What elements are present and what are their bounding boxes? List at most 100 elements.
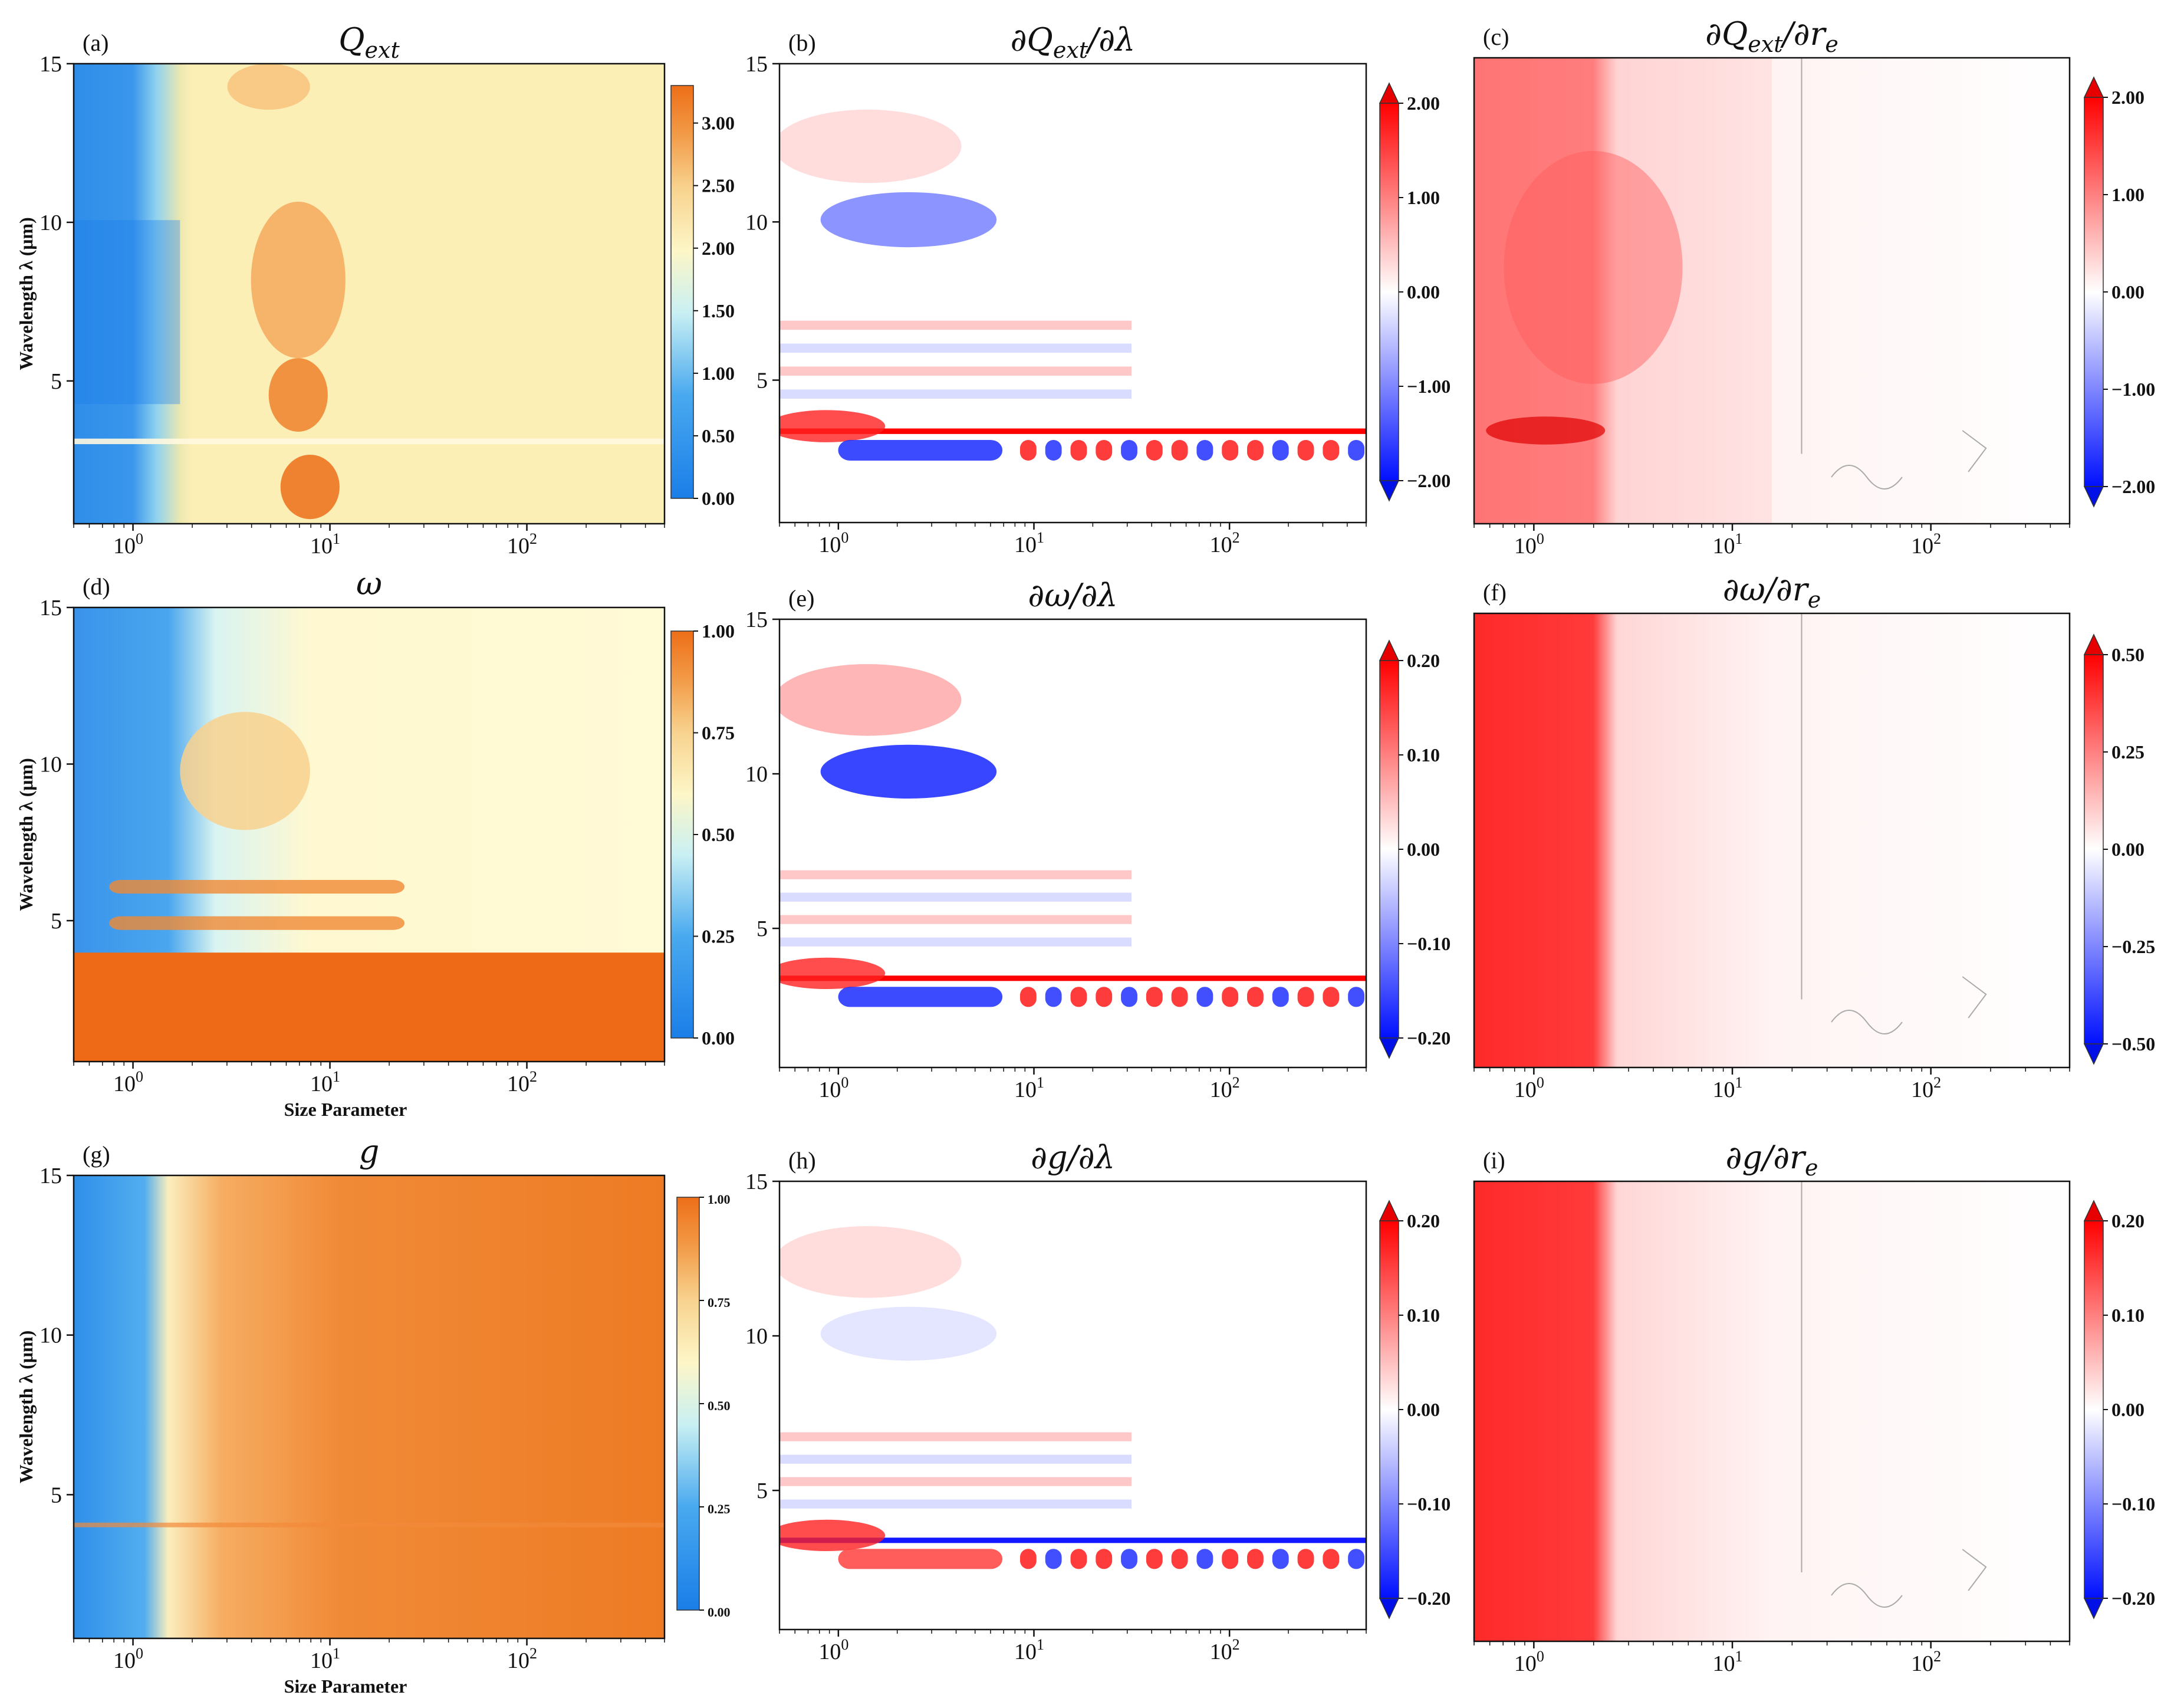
heatmap-base	[74, 64, 665, 524]
y-tick-label: 15	[40, 52, 62, 77]
y-tick-label: 10	[745, 210, 768, 235]
y-tick-label: 15	[745, 52, 768, 77]
colorbar-tick-label: 0.25	[702, 926, 735, 947]
x-tick-label: 101	[310, 530, 340, 559]
y-tick-label: 5	[51, 909, 62, 934]
colorbar-extend-max	[1379, 82, 1400, 104]
colorbar-tick-label: 1.00	[702, 363, 735, 384]
colorbar: −0.20 −0.10 0.00 0.10 0.20	[1379, 639, 1450, 1059]
colorbar-tick-label: 3.00	[702, 113, 735, 134]
panel-title: ∂ω/∂λ	[1028, 577, 1117, 614]
y-tick-label: 10	[745, 762, 768, 787]
x-tick-label: 102	[1210, 529, 1240, 557]
panel-tag: (a)	[83, 29, 108, 56]
heatmap-base	[1474, 58, 2070, 524]
colorbar-extend-min	[1379, 1598, 1400, 1620]
panel-title: ∂g/∂λ	[1031, 1139, 1115, 1176]
colorbar: −2.00 −1.00 0.00 1.00 2.00	[1379, 82, 1450, 502]
y-tick-label: 5	[756, 369, 768, 393]
heatmap-c	[1474, 58, 2070, 524]
x-tick-label: 101	[1713, 530, 1743, 559]
colorbar-tick-label: 1.50	[702, 300, 735, 321]
colorbar-tick-label: 0.75	[708, 1295, 731, 1310]
x-tick-label: 102	[507, 1645, 537, 1673]
x-tick-label: 100	[818, 1074, 848, 1102]
y-tick-label: 15	[40, 596, 62, 620]
colorbar-tick-label: 0.20	[2111, 1210, 2144, 1231]
plot-frame	[778, 63, 1367, 524]
y-tick-label: 5	[756, 1479, 768, 1503]
panel-title: ∂Qext/∂λ	[1011, 21, 1136, 63]
colorbar-tick-label: 0.00	[1407, 839, 1440, 860]
heatmap-base	[1474, 1181, 2070, 1641]
x-tick-label: 100	[113, 1645, 143, 1673]
panel-a: (a) Qext 100 101 102 5 10 15 Wavelength λ (μm) 0.…	[15, 21, 735, 559]
y-axis-label: Wavelength λ (μm)	[15, 217, 37, 370]
colorbar: −0.20 −0.10 0.00 0.10 0.20	[1379, 1200, 1450, 1620]
panel-d: (d) ω 100 101 102 5 10 15 Wavelength λ (μm) Size …	[15, 565, 735, 1120]
x-tick-label: 102	[1911, 1648, 1941, 1676]
panel-title: ∂ω/∂re	[1723, 571, 1821, 613]
x-tick-label: 102	[1911, 1074, 1941, 1102]
y-tick-label: 15	[745, 1170, 768, 1194]
plot-frame	[1473, 57, 2071, 525]
colorbar-tick-label: 0.20	[1407, 650, 1440, 671]
colorbar-tick-label: 0.00	[2111, 1399, 2144, 1420]
heatmap-g	[74, 1175, 665, 1638]
colorbar-extend-min	[1379, 1037, 1400, 1059]
panel-title: ∂Qext/∂re	[1705, 15, 1838, 57]
x-tick-label: 101	[1713, 1074, 1743, 1102]
heatmap-e	[779, 619, 1366, 1067]
panel-tag: (b)	[788, 29, 816, 56]
panel-g: (g) g 100 101 102 5 10 15 Wavelength λ (μm) Size …	[15, 1133, 731, 1695]
plot-frame	[73, 606, 666, 1063]
colorbar-tick-label: 0.20	[1407, 1210, 1440, 1231]
x-tick-label: 101	[1014, 529, 1044, 557]
colorbar-tick-label: 1.00	[708, 1192, 731, 1207]
plot-frame	[73, 1174, 666, 1640]
colorbar-tick-label: 0.75	[702, 722, 735, 744]
y-tick-label: 10	[40, 1323, 62, 1348]
panel-tag: (d)	[83, 573, 110, 600]
colorbar-extend-min	[2083, 1043, 2104, 1065]
x-tick-label: 100	[1514, 1074, 1544, 1102]
colorbar-tick-label: 0.00	[1407, 1399, 1440, 1420]
panel-h: (h) ∂g/∂λ 100 101 102 5 10 15 −0.20 −0.10 0.00 0.10…	[745, 1139, 1450, 1664]
y-tick-label: 5	[756, 917, 768, 941]
x-tick-label: 101	[310, 1068, 340, 1096]
colorbar-extend-max	[1379, 639, 1400, 661]
x-tick-label: 102	[507, 530, 537, 559]
colorbar-tick-label: 2.00	[1407, 93, 1440, 114]
colorbar-tick-label: −2.00	[1407, 470, 1450, 491]
heatmap-b	[779, 64, 1366, 523]
heatmap-d	[74, 607, 665, 1062]
plot-frame	[1473, 612, 2071, 1069]
colorbar: −0.50 −0.25 0.00 0.25 0.50	[2083, 633, 2155, 1065]
colorbar-extend-max	[2083, 633, 2104, 655]
panel-tag: (i)	[1483, 1147, 1505, 1174]
panel-tag: (g)	[83, 1141, 110, 1168]
panel-i: (i) ∂g/∂re 100 101 102 −0.20 −0.10 0.00 0.10 0.20	[1473, 1139, 2155, 1676]
y-tick-label: 5	[51, 1483, 62, 1507]
colorbar-tick-label: 1.00	[1407, 187, 1440, 208]
colorbar-tick-label: 0.00	[1407, 281, 1440, 303]
colorbar-tick-label: 0.00	[702, 488, 735, 509]
x-tick-label: 100	[818, 1636, 848, 1664]
plot-frame	[778, 1180, 1367, 1631]
x-tick-label: 102	[1210, 1636, 1240, 1664]
x-tick-label: 101	[1713, 1648, 1743, 1676]
colorbar-tick-label: −1.00	[1407, 376, 1450, 397]
panel-tag: (f)	[1483, 579, 1507, 606]
panel-f: (f) ∂ω/∂re 100 101 102 −0.50 −0.25 0.00 0.25 0.50	[1473, 571, 2155, 1102]
panel-tag: (h)	[788, 1147, 816, 1174]
colorbar-tick-label: −0.20	[1407, 1588, 1450, 1609]
colorbar-tick-label: 2.00	[2111, 87, 2144, 108]
panel-b: (b) ∂Qext/∂λ 100 101 102 5 10 15 −2.00 −1.00 0.00 1…	[745, 21, 1450, 557]
x-tick-label: 101	[1014, 1074, 1044, 1102]
panel-title: ω	[356, 565, 382, 602]
heatmap-i	[1474, 1181, 2070, 1641]
y-axis-label: Wavelength λ (μm)	[15, 1331, 37, 1484]
colorbar-tick-label: −0.50	[2111, 1033, 2155, 1055]
colorbar-tick-label: −0.10	[2111, 1493, 2155, 1515]
colorbar-tick-label: 0.00	[708, 1605, 731, 1620]
